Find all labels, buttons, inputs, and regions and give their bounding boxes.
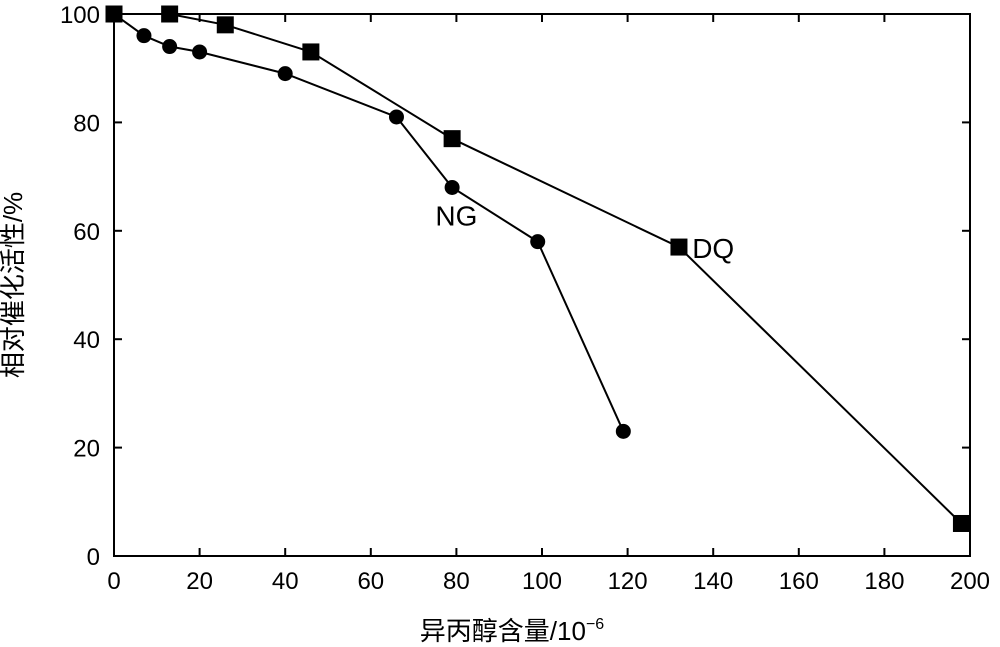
y-tick-label: 20 — [73, 436, 100, 463]
data-point-ng — [444, 179, 460, 195]
y-axis-title: 相对催化活性/% — [0, 192, 28, 378]
plot-frame — [113, 13, 971, 557]
x-tick-label: 100 — [522, 568, 562, 595]
series-layer: NG DQ — [105, 5, 970, 532]
data-point-ng — [162, 39, 178, 55]
x-axis: 0 20 40 60 80 100 120 140 160 180 200 — [107, 14, 990, 595]
series-line-ng — [113, 13, 625, 432]
y-axis: 0 20 40 60 80 100 — [60, 2, 970, 571]
data-point-ng — [530, 234, 546, 250]
data-point-ng — [388, 109, 404, 125]
series-label-dq: DQ — [692, 233, 734, 264]
series-line-dq — [114, 13, 963, 525]
data-point-ng — [615, 423, 631, 439]
series-label-ng: NG — [435, 200, 477, 231]
data-point-dq — [216, 16, 234, 34]
data-point-ng — [277, 66, 293, 82]
data-point-dq — [952, 514, 970, 532]
data-point-dq — [105, 5, 123, 23]
x-tick-label: 200 — [950, 568, 990, 595]
data-point-dq — [302, 43, 320, 61]
x-tick-label: 140 — [693, 568, 733, 595]
y-tick-label: 60 — [73, 219, 100, 246]
y-tick-label: 100 — [60, 2, 100, 29]
x-tick-label: 20 — [186, 568, 213, 595]
data-point-ng — [192, 44, 208, 60]
x-axis-title: 异丙醇含量/10−6 — [420, 616, 605, 646]
x-axis-title-superscript: −6 — [586, 616, 604, 633]
y-tick-label: 80 — [73, 110, 100, 137]
data-point-dq — [670, 238, 688, 256]
x-tick-label: 80 — [443, 568, 470, 595]
x-tick-label: 180 — [864, 568, 904, 595]
x-tick-label: 40 — [272, 568, 299, 595]
data-point-dq — [443, 130, 461, 148]
y-tick-label: 0 — [87, 544, 100, 571]
x-axis-title-text: 异丙醇含量/10 — [420, 616, 586, 646]
x-tick-label: 0 — [107, 568, 120, 595]
x-tick-label: 120 — [608, 568, 648, 595]
data-point-dq — [161, 5, 179, 23]
y-tick-label: 40 — [73, 327, 100, 354]
data-point-ng — [136, 28, 152, 44]
x-tick-label: 60 — [357, 568, 384, 595]
x-tick-label: 160 — [779, 568, 819, 595]
